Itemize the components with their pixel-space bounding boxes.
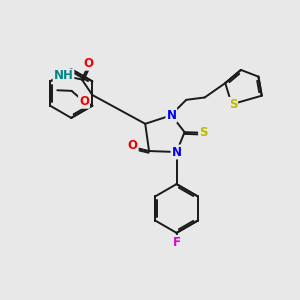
Text: NH: NH bbox=[54, 70, 74, 83]
Text: S: S bbox=[229, 98, 237, 111]
Text: N: N bbox=[167, 109, 176, 122]
Text: O: O bbox=[79, 95, 89, 108]
Text: N: N bbox=[172, 146, 182, 158]
Text: S: S bbox=[199, 126, 208, 139]
Text: F: F bbox=[172, 236, 181, 249]
Text: O: O bbox=[83, 57, 94, 70]
Text: O: O bbox=[128, 140, 138, 152]
